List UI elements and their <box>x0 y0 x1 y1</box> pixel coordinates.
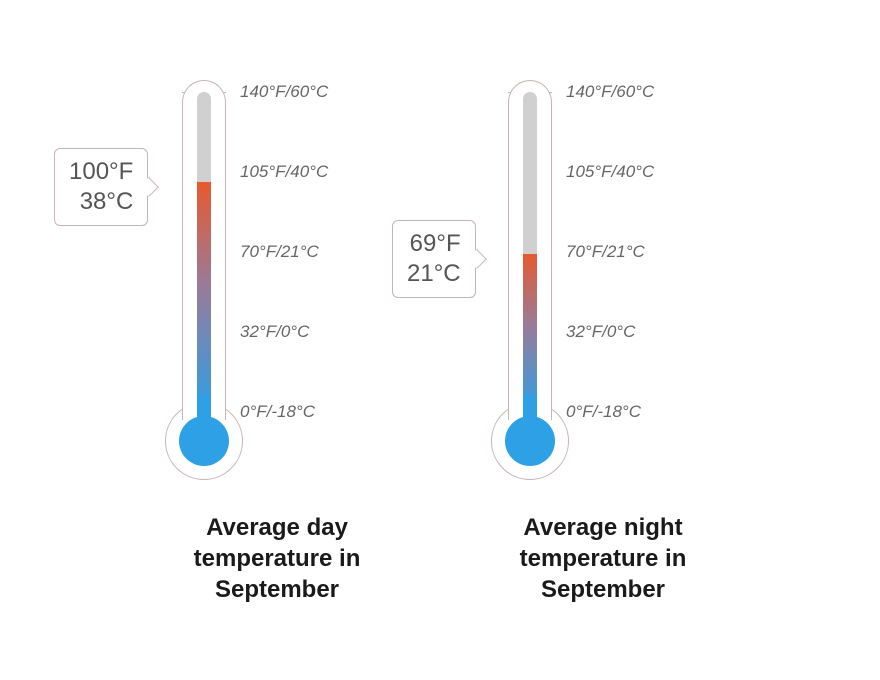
thermometer-row: 100°F38°C140°F/60°C105°F/40°C70°F/21°C32… <box>174 80 380 480</box>
thermometer-container: 100°F38°C 140°F/60°C 105°F/40°C 70°F/21°C 32… <box>0 0 880 606</box>
fluid-fill <box>197 182 211 412</box>
scale-label: 105°F/40°C <box>566 162 654 182</box>
fluid-track <box>523 92 537 412</box>
scale-label: 140°F/60°C <box>240 82 328 102</box>
scale-column: 140°F/60°C 105°F/40°C 70°F/21°C 32°F/0°C 0°F… <box>240 80 380 480</box>
thermometer-body <box>500 80 560 480</box>
callout-fahrenheit: 69°F <box>407 229 461 259</box>
temperature-callout: 69°F21°C <box>392 220 476 298</box>
thermometer-night: 69°F21°C140°F/60°C105°F/40°C70°F/21°C32°… <box>500 80 706 606</box>
scale-column: 140°F/60°C 105°F/40°C 70°F/21°C 32°F/0°C 0°F… <box>566 80 706 480</box>
scale-label: 0°F/-18°C <box>566 402 641 422</box>
scale-label: 32°F/0°C <box>566 322 635 342</box>
thermometer-body <box>174 80 234 480</box>
scale-label: 70°F/21°C <box>240 242 319 262</box>
thermometer-caption: Average day temperature in September <box>194 512 361 606</box>
callout-fahrenheit: 100°F <box>69 157 133 187</box>
scale-label: 70°F/21°C <box>566 242 645 262</box>
scale-label: 0°F/-18°C <box>240 402 315 422</box>
temperature-callout: 100°F38°C <box>54 148 148 226</box>
callout-pointer-icon <box>139 177 159 197</box>
fluid-fill <box>523 254 537 412</box>
callout-celsius: 38°C <box>69 187 133 217</box>
scale-label: 32°F/0°C <box>240 322 309 342</box>
bulb-fill <box>179 416 229 466</box>
bulb-fill <box>505 416 555 466</box>
thermometer-day: 100°F38°C140°F/60°C105°F/40°C70°F/21°C32… <box>174 80 380 606</box>
thermometer-caption: Average night temperature in September <box>520 512 687 606</box>
scale-label: 105°F/40°C <box>240 162 328 182</box>
fluid-track <box>197 92 211 412</box>
callout-pointer-icon <box>467 249 487 269</box>
scale-label: 140°F/60°C <box>566 82 654 102</box>
callout-celsius: 21°C <box>407 259 461 289</box>
thermometer-row: 69°F21°C140°F/60°C105°F/40°C70°F/21°C32°… <box>500 80 706 480</box>
